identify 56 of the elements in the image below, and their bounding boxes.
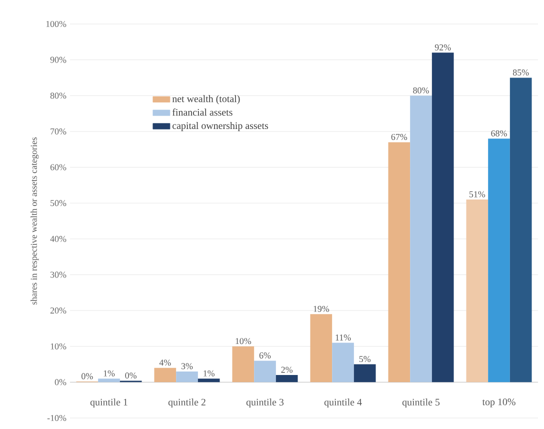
bar — [354, 364, 376, 382]
data-label: 2% — [281, 366, 293, 373]
data-label: 3% — [181, 363, 193, 370]
y-tick-label: 20% — [50, 308, 66, 314]
bar — [254, 360, 276, 382]
y-tick-label: 10% — [50, 343, 66, 350]
y-tick-label: 90% — [50, 56, 66, 63]
bar — [332, 342, 354, 382]
x-tick-label: quintile 5 — [402, 398, 440, 408]
data-label: 4% — [159, 360, 171, 366]
bar — [310, 314, 332, 382]
legend-label: net wealth (total) — [172, 95, 240, 104]
bar — [410, 96, 432, 382]
data-label: 19% — [314, 306, 330, 312]
y-tick-label: 0% — [54, 379, 66, 386]
x-tick-label: quintile 2 — [168, 398, 206, 408]
bar — [154, 368, 176, 382]
x-tick-label: quintile 4 — [324, 398, 362, 408]
bar — [232, 346, 254, 382]
y-tick-label: 60% — [50, 164, 66, 170]
data-label: 85% — [512, 69, 529, 76]
data-label: 68% — [491, 130, 507, 136]
legend-label: financial assets — [172, 108, 232, 116]
data-label: 5% — [359, 356, 371, 362]
y-axis-title: shares in respective wealth or assets categories — [30, 137, 39, 305]
y-tick-label: -10% — [47, 414, 66, 422]
data-label: 1% — [204, 370, 215, 376]
bar — [276, 375, 298, 382]
data-label: 80% — [413, 87, 429, 94]
y-tick-label: 80% — [50, 92, 66, 99]
data-label: 67% — [391, 134, 408, 140]
x-tick-label: top 10% — [482, 398, 516, 408]
x-tick-label: quintile 3 — [246, 398, 284, 408]
y-tick-label: 100% — [46, 20, 66, 28]
legend-label: capital ownership assets — [172, 122, 268, 132]
data-label: 10% — [236, 338, 252, 344]
y-tick-label: 70% — [50, 128, 66, 134]
data-label: 51% — [469, 191, 486, 198]
bar — [388, 142, 410, 382]
data-label: 92% — [434, 44, 451, 50]
data-label: 0% — [82, 373, 93, 380]
data-label: 11% — [336, 334, 351, 341]
bar — [176, 371, 198, 382]
bar — [432, 52, 454, 382]
bar — [466, 200, 488, 382]
x-tick-label: quintile 1 — [90, 398, 128, 408]
y-tick-label: 40% — [50, 236, 66, 242]
bar — [488, 138, 510, 382]
data-label: 0% — [125, 372, 137, 379]
bar — [98, 378, 120, 382]
data-label: 6% — [259, 352, 271, 358]
y-tick-label: 30% — [50, 272, 66, 278]
data-label: 1% — [104, 370, 115, 376]
bar — [510, 78, 532, 382]
bar — [198, 378, 220, 382]
y-tick-label: 50% — [50, 200, 66, 206]
